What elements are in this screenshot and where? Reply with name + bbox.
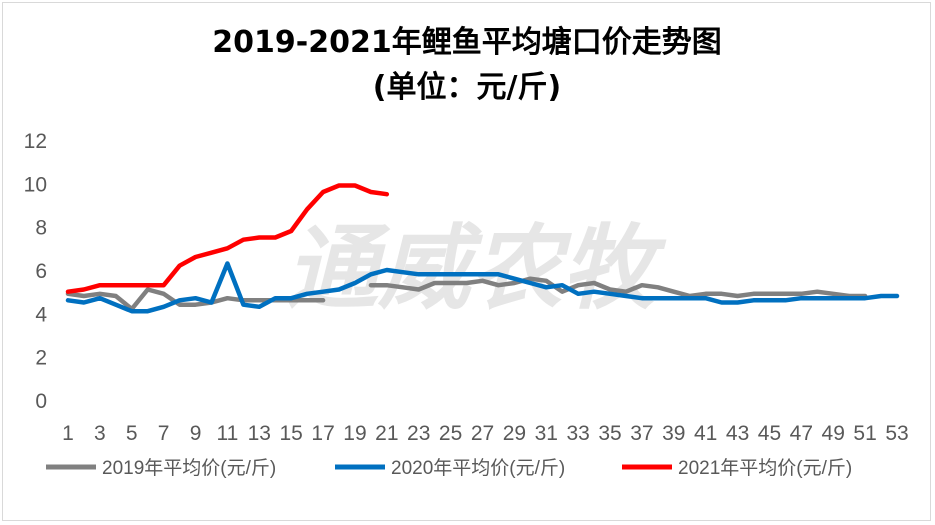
series-2 — [65, 261, 900, 314]
chart-title: 2019-2021年鲤鱼平均塘口价走势图 — [212, 25, 721, 60]
chart-subtitle: (单位：元/斤) — [373, 70, 561, 105]
x-tick-label: 19 — [343, 422, 366, 445]
y-tick-label: 8 — [35, 217, 47, 240]
x-tick-label: 25 — [439, 422, 462, 445]
x-tick-label: 7 — [158, 422, 170, 445]
x-tick-label: 5 — [126, 422, 138, 445]
legend-item: 2019年平均价(元/斤) — [46, 457, 276, 479]
x-tick-label: 41 — [694, 422, 717, 445]
y-tick-label: 6 — [35, 260, 47, 283]
x-tick-label: 15 — [280, 422, 303, 445]
x-tick-label: 39 — [662, 422, 685, 445]
y-tick-label: 2 — [35, 347, 47, 370]
legend-label: 2019年平均价(元/斤) — [102, 457, 276, 479]
legend-item: 2021年平均价(元/斤) — [622, 457, 852, 479]
x-tick-label: 29 — [503, 422, 526, 445]
x-tick-label: 47 — [790, 422, 813, 445]
x-tick-label: 53 — [885, 422, 908, 445]
watermark: 通威农牧 — [286, 215, 667, 322]
x-tick-label: 33 — [566, 422, 589, 445]
x-axis: 1 3 5 7 9 11 13 15 17 19 21 23 25 27 29 31 33 35 37 39 41 43 4… — [62, 422, 909, 445]
x-tick-label: 23 — [407, 422, 430, 445]
x-tick-label: 43 — [726, 422, 749, 445]
x-tick-label: 1 — [62, 422, 74, 445]
legend-label: 2021年平均价(元/斤) — [678, 457, 852, 479]
series-3 — [65, 183, 390, 294]
x-tick-label: 21 — [375, 422, 398, 445]
x-tick-label: 3 — [94, 422, 106, 445]
x-tick-label: 51 — [853, 422, 876, 445]
y-tick-label: 10 — [24, 173, 47, 196]
legend-item: 2020年平均价(元/斤) — [335, 457, 565, 479]
x-tick-label: 17 — [311, 422, 334, 445]
x-tick-label: 9 — [190, 422, 202, 445]
y-axis: 0 2 4 6 8 10 12 — [24, 130, 48, 413]
y-tick-label: 4 — [35, 303, 47, 326]
legend-label: 2020年平均价(元/斤) — [391, 457, 565, 479]
y-tick-label: 12 — [24, 130, 47, 153]
x-tick-label: 13 — [248, 422, 271, 445]
x-tick-label: 35 — [598, 422, 621, 445]
x-tick-label: 49 — [822, 422, 845, 445]
x-tick-label: 11 — [217, 422, 239, 445]
y-tick-label: 0 — [35, 390, 47, 413]
plot-area — [65, 183, 900, 314]
legend: 2019年平均价(元/斤) 2020年平均价(元/斤) 2021年平均价(元/斤) — [46, 457, 852, 479]
x-tick-label: 37 — [630, 422, 653, 445]
x-tick-label: 27 — [471, 422, 494, 445]
series-line — [368, 276, 868, 299]
x-tick-label: 31 — [535, 422, 558, 445]
x-tick-label: 45 — [758, 422, 781, 445]
